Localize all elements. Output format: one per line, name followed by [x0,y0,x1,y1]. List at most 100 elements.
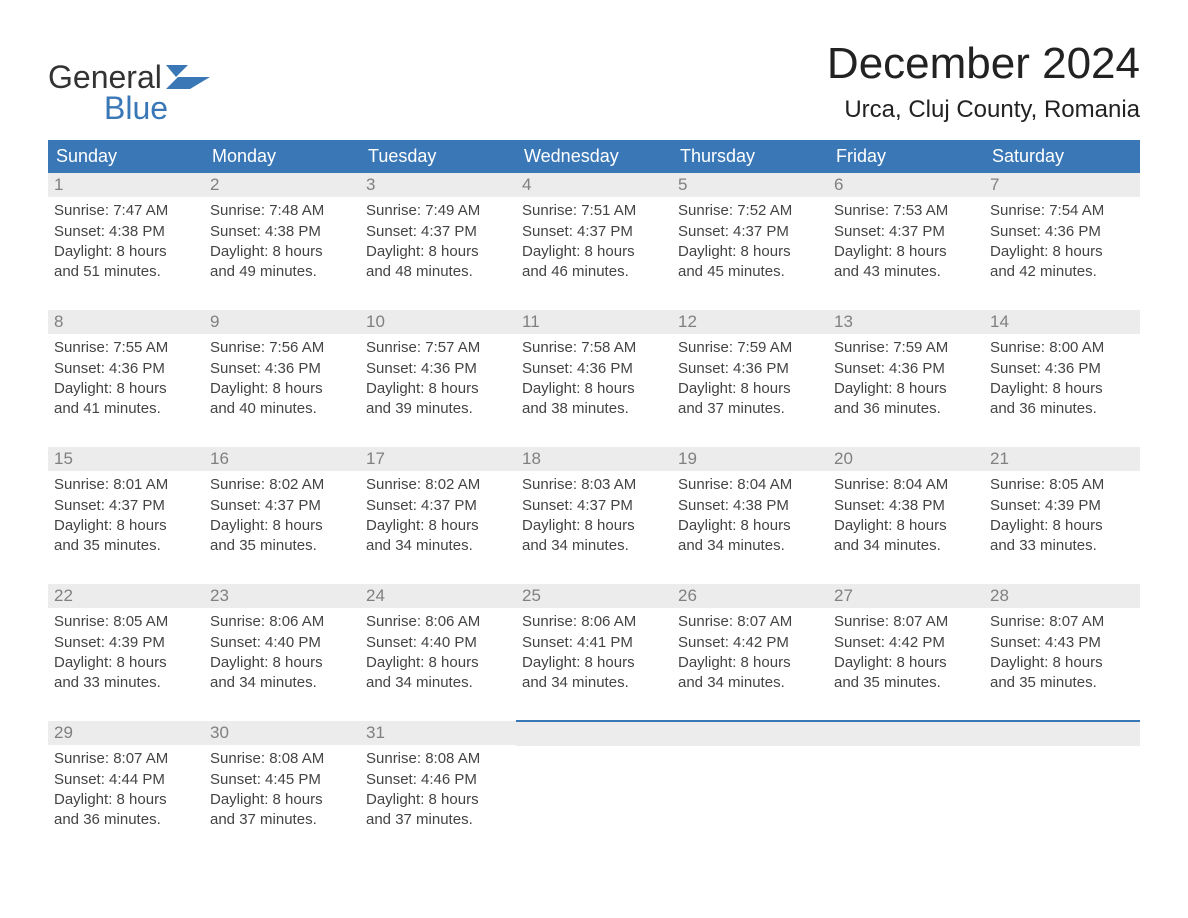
sunset-line: Sunset: 4:40 PM [366,633,510,653]
sunrise-line: Sunrise: 7:47 AM [54,201,198,221]
sunset-line: Sunset: 4:41 PM [522,633,666,653]
daylight-value-1: 8 hours [1053,517,1103,534]
daylight-value-1: 8 hours [585,654,635,671]
day-details: Sunrise: 7:58 AMSunset: 4:36 PMDaylight:… [516,334,672,425]
sunrise-value: 7:52 AM [737,202,792,219]
sunset-label: Sunset: [678,223,729,240]
daylight-line2: and 35 minutes. [210,536,354,556]
sunset-value: 4:45 PM [265,771,321,788]
sunrise-value: 7:53 AM [893,202,948,219]
week-separator [48,288,1140,310]
sunset-label: Sunset: [522,634,573,651]
calendar-week: 29Sunrise: 8:07 AMSunset: 4:44 PMDayligh… [48,721,1140,836]
sunrise-line: Sunrise: 8:08 AM [210,749,354,769]
sunset-value: 4:37 PM [577,497,633,514]
daylight-line1: Daylight: 8 hours [366,379,510,399]
daylight-label: Daylight: [366,380,424,397]
sunrise-line: Sunrise: 8:06 AM [210,612,354,632]
daylight-value-1: 8 hours [585,517,635,534]
sunrise-value: 8:04 AM [737,476,792,493]
sunrise-label: Sunrise: [834,202,889,219]
day-details: Sunrise: 8:04 AMSunset: 4:38 PMDaylight:… [828,471,984,562]
daylight-value-1: 8 hours [585,380,635,397]
sunrise-value: 8:08 AM [425,750,480,767]
daylight-value-1: 8 hours [117,380,167,397]
weekday-header: Thursday [672,140,828,173]
sunset-line: Sunset: 4:37 PM [366,496,510,516]
calendar-day: 8Sunrise: 7:55 AMSunset: 4:36 PMDaylight… [48,310,204,425]
calendar-day: 14Sunrise: 8:00 AMSunset: 4:36 PMDayligh… [984,310,1140,425]
daylight-value-1: 8 hours [1053,380,1103,397]
daylight-line2: and 34 minutes. [210,673,354,693]
calendar-day-empty [516,721,672,836]
sunset-line: Sunset: 4:37 PM [366,222,510,242]
sunrise-label: Sunrise: [522,613,577,630]
calendar-day: 11Sunrise: 7:58 AMSunset: 4:36 PMDayligh… [516,310,672,425]
sunrise-value: 8:07 AM [1049,613,1104,630]
calendar-body: 1Sunrise: 7:47 AMSunset: 4:38 PMDaylight… [48,173,1140,836]
sunset-label: Sunset: [210,223,261,240]
sunrise-line: Sunrise: 7:52 AM [678,201,822,221]
daylight-label: Daylight: [210,243,268,260]
day-number [984,722,1140,746]
sunset-line: Sunset: 4:44 PM [54,770,198,790]
sunrise-value: 8:08 AM [269,750,324,767]
sunrise-label: Sunrise: [54,613,109,630]
day-details: Sunrise: 7:54 AMSunset: 4:36 PMDaylight:… [984,197,1140,288]
sunset-value: 4:46 PM [421,771,477,788]
sunset-label: Sunset: [990,497,1041,514]
sunrise-line: Sunrise: 8:04 AM [834,475,978,495]
daylight-label: Daylight: [210,517,268,534]
daylight-label: Daylight: [54,517,112,534]
sunset-line: Sunset: 4:36 PM [366,359,510,379]
calendar-day: 13Sunrise: 7:59 AMSunset: 4:36 PMDayligh… [828,310,984,425]
day-number: 16 [204,447,360,471]
sunset-label: Sunset: [366,771,417,788]
logo-word2: Blue [104,92,210,124]
sunrise-line: Sunrise: 7:49 AM [366,201,510,221]
sunset-label: Sunset: [54,771,105,788]
daylight-line2: and 40 minutes. [210,399,354,419]
sunrise-label: Sunrise: [522,202,577,219]
sunrise-label: Sunrise: [678,476,733,493]
sunrise-label: Sunrise: [990,613,1045,630]
sunset-value: 4:39 PM [1045,497,1101,514]
day-details: Sunrise: 7:59 AMSunset: 4:36 PMDaylight:… [828,334,984,425]
daylight-line1: Daylight: 8 hours [366,790,510,810]
sunrise-value: 7:54 AM [1049,202,1104,219]
sunrise-value: 8:04 AM [893,476,948,493]
daylight-line2: and 34 minutes. [678,536,822,556]
calendar-day: 30Sunrise: 8:08 AMSunset: 4:45 PMDayligh… [204,721,360,836]
day-number: 11 [516,310,672,334]
daylight-line2: and 37 minutes. [210,810,354,830]
sunset-label: Sunset: [54,223,105,240]
sunrise-value: 7:51 AM [581,202,636,219]
daylight-line1: Daylight: 8 hours [54,790,198,810]
calendar-day: 29Sunrise: 8:07 AMSunset: 4:44 PMDayligh… [48,721,204,836]
daylight-line2: and 42 minutes. [990,262,1134,282]
sunset-line: Sunset: 4:43 PM [990,633,1134,653]
sunrise-line: Sunrise: 7:48 AM [210,201,354,221]
calendar-day: 22Sunrise: 8:05 AMSunset: 4:39 PMDayligh… [48,584,204,699]
day-number: 28 [984,584,1140,608]
sunrise-value: 8:06 AM [581,613,636,630]
daylight-value-1: 8 hours [273,380,323,397]
sunrise-line: Sunrise: 7:54 AM [990,201,1134,221]
daylight-label: Daylight: [366,243,424,260]
sunrise-label: Sunrise: [54,750,109,767]
calendar-day: 19Sunrise: 8:04 AMSunset: 4:38 PMDayligh… [672,447,828,562]
weekday-header: Tuesday [360,140,516,173]
daylight-line1: Daylight: 8 hours [210,379,354,399]
daylight-line2: and 35 minutes. [54,536,198,556]
sunrise-line: Sunrise: 8:06 AM [366,612,510,632]
sunrise-label: Sunrise: [834,476,889,493]
day-number: 7 [984,173,1140,197]
sunset-value: 4:37 PM [733,223,789,240]
sunrise-line: Sunrise: 8:05 AM [990,475,1134,495]
calendar-week: 15Sunrise: 8:01 AMSunset: 4:37 PMDayligh… [48,447,1140,562]
sunset-value: 4:43 PM [1045,634,1101,651]
sunset-line: Sunset: 4:36 PM [834,359,978,379]
daylight-label: Daylight: [990,517,1048,534]
calendar-day: 16Sunrise: 8:02 AMSunset: 4:37 PMDayligh… [204,447,360,562]
calendar-day: 17Sunrise: 8:02 AMSunset: 4:37 PMDayligh… [360,447,516,562]
